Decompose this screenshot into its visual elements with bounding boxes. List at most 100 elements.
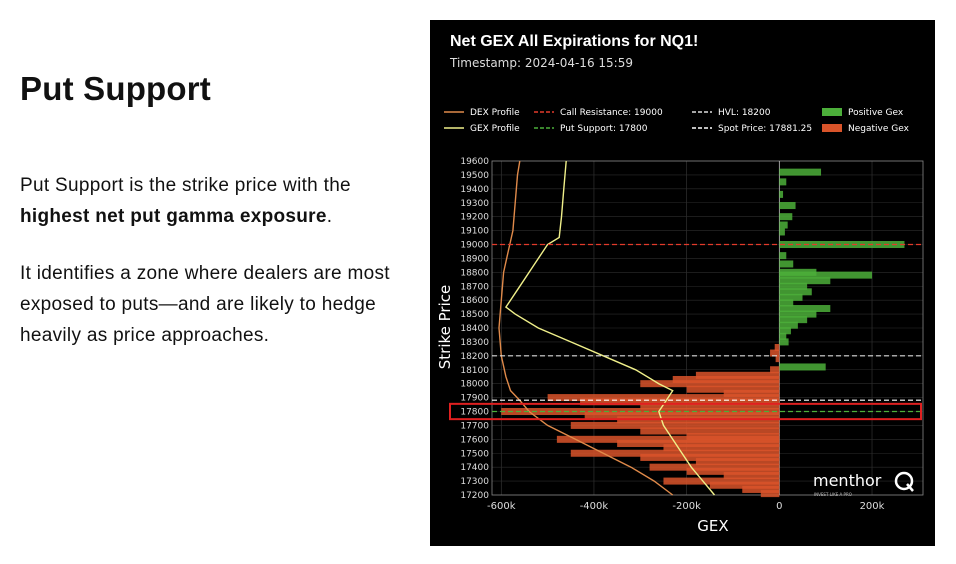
axes-frame [491,160,924,496]
y-tick-label: 19400 [460,185,489,195]
chart-subtitle: Timestamp: 2024-04-16 15:59 [449,56,633,70]
x-axis-label: GEX [697,517,728,535]
positive-gex-bar [779,332,787,340]
positive-gex-bar [779,293,803,301]
positive-gex-bar [779,305,831,313]
positive-gex-bar [779,316,808,324]
slide-text: Put Support Put Support is the strike pr… [20,70,400,377]
logo-tagline: INVEST LIKE A PRO [814,492,852,497]
negative-gex-bar [640,427,780,435]
y-tick-label: 19200 [460,213,489,223]
negative-gex-bar [556,435,780,443]
legend-label: DEX Profile [470,108,520,118]
y-tick-label: 17300 [460,477,489,487]
legend-label: Spot Price: 17881.25 [718,124,812,134]
y-tick-label: 17800 [460,408,489,418]
para1-pre: Put Support is the strike price with the [20,175,351,196]
negative-gex-bar [686,385,780,393]
legend-label: Call Resistance: 19000 [560,108,663,118]
positive-gex-bar [779,271,873,279]
x-tick-label: -200k [672,501,701,512]
negative-gex-bar [640,380,780,388]
paragraph-definition: Put Support is the strike price with the… [20,170,400,232]
y-tick-label: 18000 [460,380,489,390]
put-support-highlight-box [449,402,922,421]
y-tick-label: 17400 [460,463,489,473]
gex-chart-panel: Net GEX All Expirations for NQ1! Timesta… [430,20,935,546]
positive-gex-bar [779,363,826,371]
negative-gex-bar [695,458,780,466]
negative-gex-bar [672,375,780,383]
x-tick-label: 0 [776,501,782,512]
positive-gex-bar [779,321,798,329]
chart-legend: DEX Profile Call Resistance: 19000 HVL: 18… [444,108,910,134]
slide-heading: Put Support [20,70,211,107]
negative-gex-bar [760,490,780,498]
negative-gex-bar [570,421,780,429]
menthorq-logo: menthor INVEST LIKE A PRO [813,471,914,497]
y-tick-label: 18600 [460,296,489,306]
y-tick-label: 19500 [460,171,489,181]
negative-gex-bar [709,481,780,489]
y-tick-label: 19300 [460,199,489,209]
positive-gex-bar [779,310,817,318]
negative-gex-bar [580,398,780,406]
y-tick-label: 18300 [460,338,489,348]
positive-gex-bar [779,260,794,268]
para1-post: . [326,206,333,227]
y-tick-label: 17900 [460,394,489,404]
para1-bold: highest net put gamma exposure [20,206,327,227]
legend-label: Positive Gex [848,108,904,118]
positive-gex-bar [779,288,812,296]
gex-chart: Net GEX All Expirations for NQ1! Timesta… [436,33,924,535]
negative-gex-bar [640,402,780,410]
positive-gex-bar [779,228,785,236]
y-tick-label: 19100 [460,227,489,237]
logo-mark-tail [906,483,914,492]
y-tick-label: 18400 [460,324,489,334]
y-tick-label: 18800 [460,268,489,278]
positive-gex-bar [779,202,796,210]
y-tick-label: 18900 [460,254,489,264]
x-tick-label: -600k [487,501,516,512]
positive-gex-bar [779,282,808,290]
negative-gex-bar [649,463,780,471]
negative-gex-bar [584,412,780,420]
legend-label: GEX Profile [470,124,520,134]
negative-gex-bar [663,444,780,452]
negative-gex-bar [617,440,780,448]
positive-gex-bar [779,221,788,229]
gex-profile-line [504,160,716,496]
negative-gex-bar [742,485,780,493]
chart-title: Net GEX All Expirations for NQ1! [450,33,698,50]
logo-text: menthor [813,471,882,490]
dex-profile-line [498,160,674,496]
legend-label: Put Support: 17800 [560,124,648,134]
legend-label: HVL: 18200 [718,108,771,118]
y-tick-label: 18500 [460,310,489,320]
legend-swatch [822,124,842,132]
x-tick-label: -400k [580,501,609,512]
paragraph-explanation: It identifies a zone where dealers are m… [20,263,390,346]
y-tick-label: 18700 [460,282,489,292]
negative-gex-bar [570,449,780,457]
negative-gex-bar [774,343,780,351]
negative-gex-bar [775,355,780,363]
positive-gex-bar [779,190,784,198]
logo-mark-icon [894,471,914,491]
negative-gex-bar [695,371,780,379]
negative-gex-bar [770,349,780,357]
positive-gex-bar [779,338,789,346]
y-tick-label: 19000 [460,241,489,251]
negative-gex-bar [547,394,780,402]
y-axis-label: Strike Price [436,285,454,369]
legend-swatch [822,108,842,116]
positive-gex-bar [779,178,787,186]
positive-gex-bar [779,252,787,260]
negative-gex-bar [723,389,780,397]
x-tick-label: 200k [860,501,885,512]
positive-gex-bar [779,277,831,285]
legend-label: Negative Gex [848,124,910,134]
y-tick-label: 18200 [460,352,489,362]
positive-gex-bar [779,299,794,307]
